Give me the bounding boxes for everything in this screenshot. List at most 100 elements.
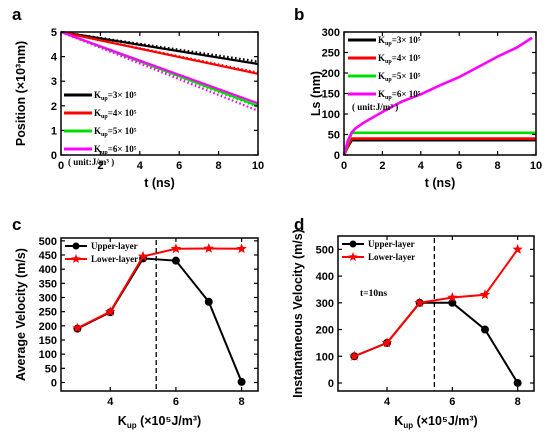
legend-label: Kup=3× 10⁵ (378, 35, 421, 47)
x-axis-label: t (ns) (425, 176, 456, 190)
series-line (342, 36, 533, 156)
data-point (204, 297, 213, 306)
y-tick-label: 400 (39, 264, 57, 276)
legend-label: Lower-layer (368, 252, 415, 262)
axes-frame (60, 31, 259, 156)
y-tick-label: 200 (322, 68, 340, 80)
y-ticks: 0 50 100 150 200 250 300 350 400 450 500 (39, 236, 258, 390)
axes-frame (60, 237, 259, 392)
data-point (137, 250, 149, 261)
y-tick-label: 100 (39, 349, 57, 361)
legend-label: Kup=4× 10⁵ (378, 53, 421, 65)
y-axis-label: Ls (nm) (309, 71, 323, 116)
series-dotted-line (60, 30, 259, 112)
legend: Upper-layer Lower-layer (342, 239, 415, 262)
series-line (60, 30, 259, 105)
y-tick-label: 50 (45, 363, 57, 375)
legend: Kup=3× 10⁵ Kup=4× 10⁵ Kup=5× 10⁵ Kup=6× 10⁵… (348, 35, 421, 112)
y-tick-label: 0 (334, 150, 340, 162)
data-point (381, 337, 393, 348)
x-ticks: 0 2 4 6 8 10 (341, 32, 542, 172)
series-line (353, 248, 519, 358)
series-2 (60, 30, 259, 75)
x-tick-label: 0 (58, 160, 64, 172)
x-tick-label: 6 (449, 396, 455, 408)
y-tick-label: 300 (322, 27, 340, 39)
y-tick-label: 1 (51, 125, 57, 137)
panel-d: d 4 6 8 0 100 200 300 400 500 Kup (×10⁵J/m³) Instan… (291, 215, 535, 430)
legend-label: Kup=6× 10⁵ (94, 144, 137, 156)
y-tick-label: 3 (51, 76, 57, 88)
data-point (171, 256, 180, 265)
y-tick-label: 250 (39, 307, 57, 319)
legend-label: Kup=6× 10⁵ (378, 89, 421, 101)
legend-label: Upper-layer (368, 239, 415, 249)
x-tick-label: 8 (216, 160, 222, 172)
data-point (448, 298, 457, 307)
series-line (342, 131, 536, 156)
data-point (513, 378, 522, 387)
panel-c: c 4 6 8 0 50 100 150 200 250 300 350 400 450 500 Kup (×… (12, 215, 259, 430)
x-tick-label: 4 (418, 160, 425, 172)
legend-label: Kup=4× 10⁵ (94, 108, 137, 120)
legend-note: ( unit:J/m³ ) (352, 102, 398, 112)
y-tick-label: 5 (51, 27, 57, 39)
y-tick-label: 200 (39, 321, 57, 333)
legend-marker (348, 252, 358, 261)
y-tick-label: 300 (316, 298, 334, 310)
legend-label: Kup=5× 10⁵ (94, 126, 137, 138)
series-2 (72, 243, 247, 333)
annotation: t=10ns (360, 289, 387, 299)
x-tick-label: 8 (515, 396, 521, 408)
plot-area (349, 243, 523, 387)
y-axis-label: Average Velocity (m/s) (14, 248, 28, 381)
legend-marker (71, 254, 81, 263)
y-tick-label: 300 (39, 293, 57, 305)
x-tick-label: 4 (107, 396, 114, 408)
data-point (479, 289, 491, 300)
data-point (236, 243, 247, 254)
y-tick-label: 0 (51, 378, 57, 390)
legend-label: Kup=3× 10⁵ (94, 90, 137, 102)
x-tick-label: 10 (530, 160, 542, 172)
y-tick-label: 4 (51, 52, 58, 64)
x-tick-label: 6 (176, 160, 182, 172)
x-tick-label: 0 (341, 160, 347, 172)
y-tick-label: 350 (39, 278, 57, 290)
series-line (342, 138, 536, 156)
series-line (353, 301, 519, 384)
y-ticks: 0 50 100 150 200 250 300 (322, 27, 536, 162)
data-point (512, 243, 523, 254)
data-point (447, 292, 458, 302)
series-line (76, 257, 243, 383)
y-tick-label: 0 (328, 378, 334, 390)
legend: Upper-layer Lower-layer (65, 241, 138, 264)
data-point (170, 243, 182, 254)
data-point (349, 350, 360, 361)
series-4 (60, 30, 259, 112)
x-tick-label: 2 (97, 160, 103, 172)
data-point (481, 325, 489, 334)
x-tick-label: 6 (456, 160, 462, 172)
legend-label: Lower-layer (91, 254, 138, 264)
legend-note: ( unit:J/m³ ) (68, 157, 114, 167)
x-tick-label: 6 (173, 396, 179, 408)
series-line (60, 30, 259, 66)
series-1 (60, 30, 259, 66)
axes-frame (337, 235, 535, 392)
legend-label: Kup=5× 10⁵ (378, 71, 421, 83)
y-tick-label: 150 (322, 89, 340, 101)
x-ticks: 4 6 8 (384, 236, 521, 408)
data-point (237, 377, 246, 386)
legend-label: Upper-layer (91, 241, 138, 251)
x-tick-label: 2 (379, 160, 385, 172)
y-tick-label: 200 (316, 325, 334, 337)
series-line (76, 247, 242, 329)
panel-label: a (12, 5, 22, 24)
x-tick-label: 8 (239, 396, 245, 408)
plot-area (342, 36, 536, 156)
legend-marker (72, 242, 80, 250)
y-ticks: 0 100 200 300 400 500 (316, 244, 534, 390)
